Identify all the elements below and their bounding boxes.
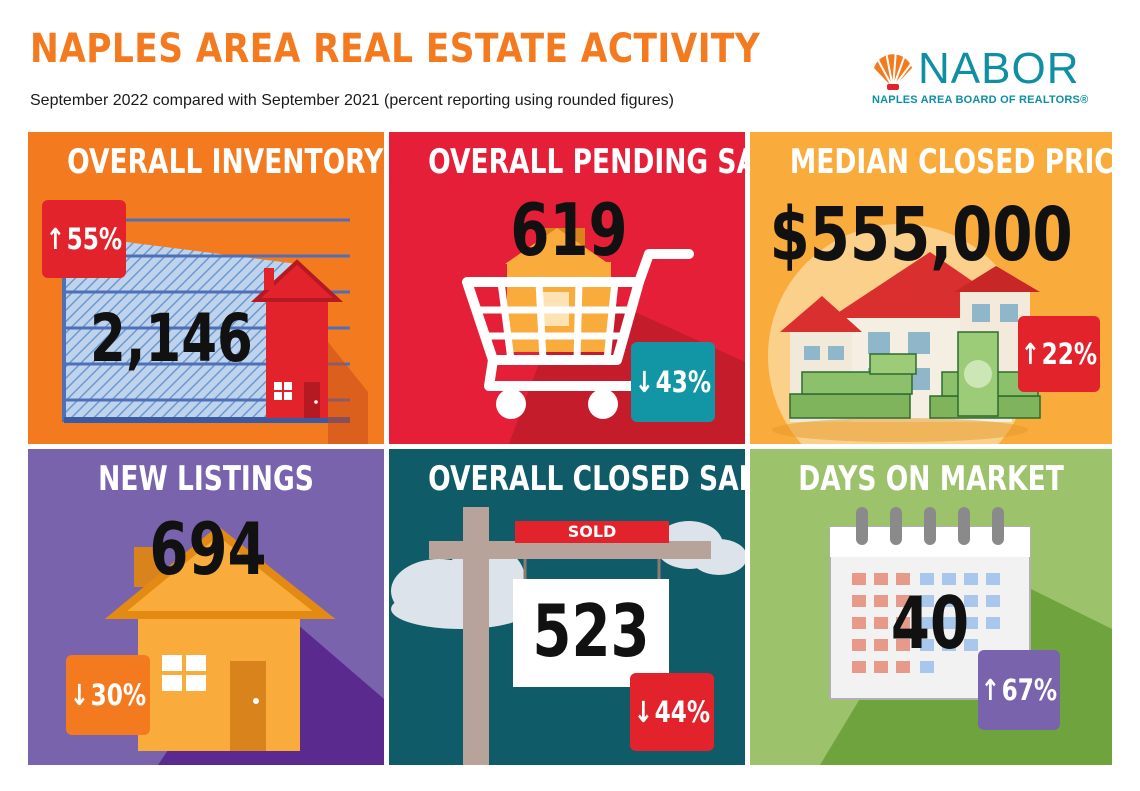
sold-sign-label: SOLD	[567, 522, 617, 541]
arrow-up-icon: ↑	[980, 673, 1001, 707]
median-price-value: $555,000	[769, 192, 1073, 278]
tile-title: DAYS ON MARKET	[798, 459, 1064, 499]
logo-full-name: NAPLES AREA BOARD OF REALTORS®	[872, 94, 1089, 106]
change-badge: ↑22%	[1018, 316, 1100, 392]
change-badge: ↓30%	[66, 655, 150, 735]
sold-sign-icon	[391, 507, 745, 765]
house-chart-icon	[62, 218, 368, 444]
tile-overall-closed-sales: SOLD OVERALL CLOSED SALES 523	[389, 449, 745, 765]
closed-sales-value: 523	[532, 589, 650, 673]
nabor-logo: NABOR NAPLES AREA BOARD OF REALTORS®	[870, 42, 1110, 112]
tile-median-closed-price: MEDIAN CLOSED PRICE $555,000 ↑22%	[750, 132, 1112, 444]
tile-title: OVERALL INVENTORY	[67, 142, 384, 182]
inventory-value: 2,146	[90, 300, 253, 377]
tile-title: MEDIAN CLOSED PRICE	[789, 142, 1112, 182]
change-badge: ↓43%	[631, 342, 715, 422]
tile-title: OVERALL CLOSED SALES	[428, 459, 745, 499]
tile-title: OVERALL PENDING SALES	[428, 142, 745, 182]
arrow-up-icon: ↑	[45, 222, 66, 256]
page-subtitle: September 2022 compared with September 2…	[30, 92, 674, 109]
house-icon	[104, 525, 384, 765]
house-money-icon	[768, 224, 1041, 444]
closed-sales-change-badge: ↓44%	[630, 673, 714, 751]
new-listings-value: 694	[149, 507, 267, 591]
tile-title: NEW LISTINGS	[98, 459, 314, 499]
shopping-cart-icon	[462, 228, 745, 444]
change-badge: ↑55%	[42, 200, 126, 278]
page-title: NAPLES AREA REAL ESTATE ACTIVITY	[30, 26, 761, 72]
arrow-down-icon: ↓	[634, 365, 655, 399]
logo-name: NABOR	[918, 44, 1080, 93]
stats-grid: OVERALL INVENTORY 2,146 ↑55%	[28, 132, 1112, 765]
tile-overall-pending-sales: OVERALL PENDING SALES 619 ↓43%	[389, 132, 745, 444]
tile-new-listings: NEW LISTINGS 694 ↓30%	[28, 449, 384, 765]
shell-icon	[874, 49, 912, 90]
tile-overall-inventory: OVERALL INVENTORY 2,146 ↑55%	[28, 132, 384, 444]
arrow-down-icon: ↓	[633, 695, 654, 729]
arrow-up-icon: ↑	[1020, 337, 1041, 371]
pending-sales-value: 619	[510, 188, 628, 272]
days-on-market-value: 40	[890, 581, 970, 665]
days-on-market-change-badge: ↑67%	[978, 650, 1060, 730]
arrow-down-icon: ↓	[69, 678, 90, 712]
